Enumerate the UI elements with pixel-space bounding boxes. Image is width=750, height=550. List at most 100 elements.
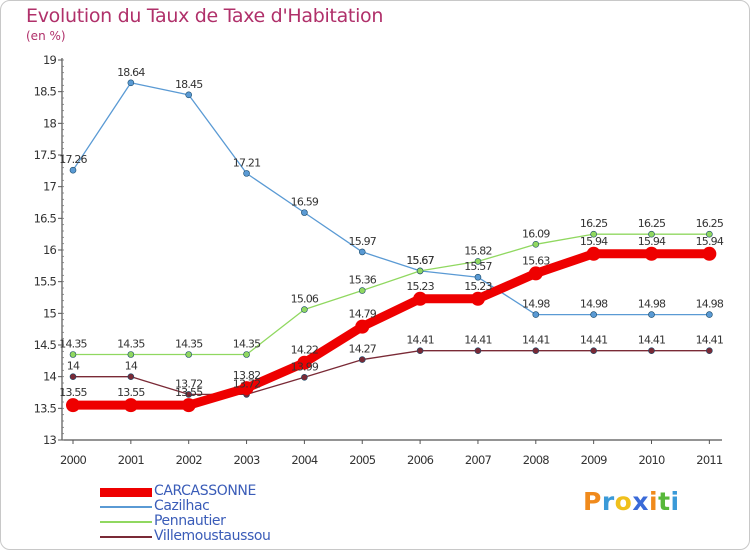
- data-label-cazilhac: 15.97: [349, 235, 377, 248]
- data-point-carcassonne: [413, 291, 428, 306]
- data-label-cazilhac: 18.45: [175, 78, 203, 91]
- data-label-villemoustaussou: 14.41: [580, 334, 608, 347]
- data-point-villemoustaussou: [185, 391, 192, 398]
- data-point-carcassonne: [66, 398, 80, 413]
- data-label-pennautier: 14.35: [117, 338, 145, 351]
- data-label-carcassonne: 14.79: [349, 308, 377, 321]
- data-label-pennautier: 16.25: [638, 217, 666, 230]
- data-point-villemoustaussou: [301, 373, 308, 381]
- data-point-villemoustaussou: [69, 373, 77, 380]
- data-label-villemoustaussou: 14.41: [522, 334, 550, 347]
- data-label-carcassonne: 15.63: [522, 254, 550, 267]
- legend-item-carcassonne: CARCASSONNE: [100, 483, 360, 500]
- y-tick-label: 18: [43, 116, 57, 130]
- data-point-cazilhac: [301, 209, 308, 216]
- x-tick-label: 2004: [291, 453, 318, 467]
- y-tick-label: 18.5: [34, 85, 57, 99]
- data-point-pennautier: [243, 351, 250, 358]
- data-label-pennautier: 16.25: [580, 217, 608, 230]
- x-tick-label: 2010: [638, 453, 665, 467]
- logo-letter: x: [632, 487, 649, 516]
- data-label-cazilhac: 14.98: [638, 298, 666, 311]
- y-tick-label: 17: [43, 180, 57, 194]
- chart-subtitle: (en %): [26, 29, 66, 43]
- data-label-villemoustaussou: 14: [125, 360, 138, 373]
- data-point-villemoustaussou: [416, 347, 424, 355]
- x-tick-label: 2003: [234, 453, 261, 467]
- data-label-villemoustaussou: 13.99: [291, 360, 319, 373]
- data-point-villemoustaussou: [532, 347, 540, 355]
- data-label-carcassonne: 14.22: [291, 344, 319, 357]
- data-point-pennautier: [69, 351, 77, 358]
- data-label-pennautier: 14.35: [175, 338, 203, 351]
- x-tick-label: 2009: [581, 453, 608, 467]
- legend-label-carcassonne: CARCASSONNE: [154, 483, 256, 499]
- data-point-villemoustaussou: [706, 347, 713, 355]
- data-label-carcassonne: 13.82: [233, 369, 261, 382]
- data-point-cazilhac: [185, 91, 192, 99]
- data-point-pennautier: [185, 351, 192, 358]
- data-point-pennautier: [358, 287, 366, 294]
- data-label-pennautier: 16.09: [522, 227, 550, 240]
- data-label-pennautier: 15.82: [464, 244, 492, 257]
- data-label-carcassonne: 15.94: [580, 235, 608, 248]
- data-point-pennautier: [416, 267, 424, 275]
- data-label-pennautier: 15.06: [291, 293, 319, 306]
- data-label-cazilhac: 16.59: [291, 196, 319, 209]
- data-labels: 13.55 13.55 13.55 13.82 14.22 14.79 15.23 15.23…: [59, 66, 724, 399]
- data-point-carcassonne: [355, 319, 370, 334]
- data-point-cazilhac: [69, 166, 77, 174]
- data-label-villemoustaussou: 14.41: [406, 334, 434, 347]
- legend-swatch-villemoustaussou: [100, 536, 152, 538]
- data-point-pennautier: [301, 306, 308, 313]
- y-tick-label: 16: [43, 243, 57, 257]
- data-label-pennautier: 16.25: [696, 217, 724, 230]
- legend-swatch-carcassonne: [100, 488, 152, 497]
- data-label-carcassonne: 13.55: [117, 386, 145, 399]
- data-point-cazilhac: [532, 311, 540, 318]
- x-tick-label: 2001: [118, 453, 145, 467]
- data-label-carcassonne: 13.55: [59, 386, 87, 399]
- data-label-carcassonne: 15.94: [696, 235, 724, 248]
- logo-letter: i: [670, 487, 680, 516]
- logo-letter: r: [601, 487, 615, 516]
- logo-letter: o: [614, 487, 633, 516]
- data-point-pennautier: [127, 351, 135, 358]
- data-label-pennautier: 15.67: [406, 254, 434, 267]
- data-label-villemoustaussou: 14.41: [638, 334, 666, 347]
- data-point-carcassonne: [644, 246, 659, 261]
- data-point-villemoustaussou: [358, 356, 366, 363]
- data-label-pennautier: 15.36: [349, 274, 377, 287]
- legend-swatch-pennautier: [100, 521, 152, 523]
- data-label-carcassonne: 13.55: [175, 386, 203, 399]
- data-point-cazilhac: [648, 311, 655, 318]
- x-tick-label: 2011: [696, 453, 723, 467]
- data-label-cazilhac: 17.26: [59, 153, 87, 166]
- data-point-villemoustaussou: [590, 347, 597, 355]
- series-lines: [66, 79, 717, 413]
- logo-letter: P: [583, 487, 602, 516]
- data-point-carcassonne: [586, 246, 601, 261]
- data-point-villemoustaussou: [474, 347, 482, 355]
- y-tick-label: 15: [43, 306, 57, 320]
- data-label-cazilhac: 15.57: [464, 260, 492, 273]
- data-point-cazilhac: [706, 311, 713, 318]
- data-point-pennautier: [648, 230, 655, 238]
- data-point-cazilhac: [590, 311, 597, 318]
- data-label-pennautier: 14.35: [59, 338, 87, 351]
- legend-item-pennautier: Pennautier: [100, 513, 360, 530]
- legend-swatch-cazilhac: [100, 506, 152, 508]
- legend-item-cazilhac: Cazilhac: [100, 498, 360, 515]
- data-point-carcassonne: [702, 246, 717, 261]
- data-label-villemoustaussou: 14.41: [464, 334, 492, 347]
- data-label-carcassonne: 15.23: [406, 280, 434, 293]
- x-tick-label: 2000: [60, 453, 87, 467]
- data-label-villemoustaussou: 14: [67, 360, 80, 373]
- data-label-cazilhac: 14.98: [580, 298, 608, 311]
- series-line-carcassonne: [68, 249, 714, 410]
- y-tick-label: 17.5: [34, 148, 57, 162]
- series-line-pennautier: [72, 233, 710, 356]
- data-label-cazilhac: 15.67: [406, 254, 434, 267]
- y-tick-label: 13.5: [34, 401, 57, 415]
